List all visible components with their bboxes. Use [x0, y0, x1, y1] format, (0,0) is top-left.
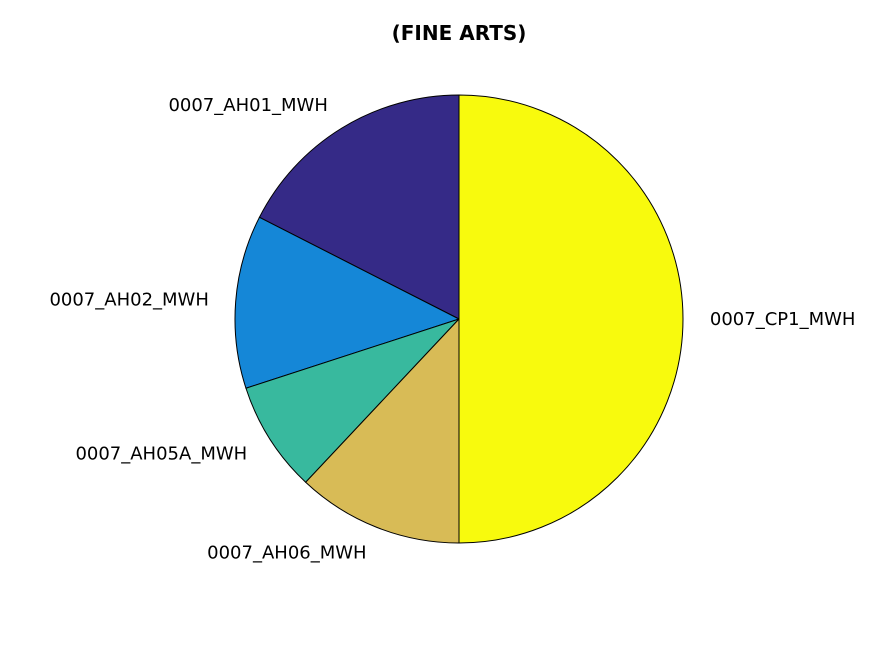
pie-label-0007-ah06-mwh: 0007_AH06_MWH	[207, 542, 366, 563]
pie-slices	[234, 94, 684, 544]
pie-labels: 0007_AH01_MWH 0007_AH02_MWH 0007_AH05A_MWH…	[49, 95, 855, 563]
pie-label-0007-ah01-mwh: 0007_AH01_MWH	[168, 95, 327, 116]
pie-label-0007-cp1-mwh: 0007_CP1_MWH	[710, 309, 856, 330]
pie-slice-0007-cp1-mwh	[458, 94, 684, 544]
pie-label-0007-ah02-mwh: 0007_AH02_MWH	[49, 289, 208, 310]
pie-slice-0007-ah06-mwh	[304, 317, 460, 544]
pie-slice-0007-ah05a-mwh	[245, 318, 460, 483]
pie-slice-0007-ah01-mwh	[258, 94, 460, 320]
pie-slice-0007-ah02-mwh	[234, 216, 461, 389]
chart-title: (FINE ARTS)	[392, 21, 527, 45]
pie-label-0007-ah05a-mwh: 0007_AH05A_MWH	[75, 443, 247, 464]
